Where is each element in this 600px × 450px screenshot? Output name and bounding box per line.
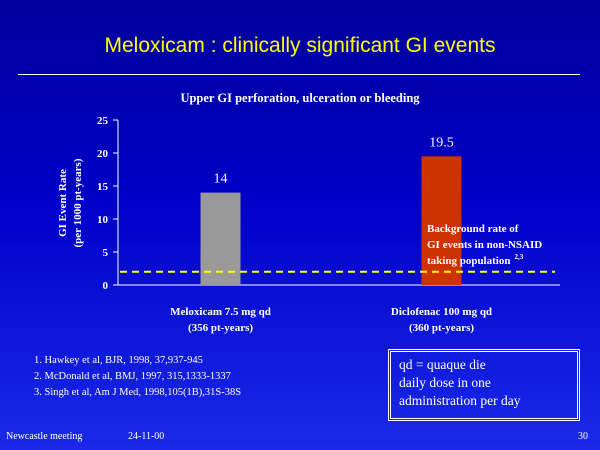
title-divider (18, 74, 580, 75)
y-tick-label: 20 (97, 148, 109, 160)
note-line1: qd = quaque die (399, 357, 486, 372)
page-number: 30 (578, 431, 588, 442)
y-tick-label: 10 (97, 214, 109, 226)
y-axis-label-line2: (per 1000 pt-years) (72, 158, 84, 247)
x-category-label: Diclofenac 100 mg qd (391, 306, 492, 318)
y-tick-label: 15 (97, 181, 109, 193)
qd-definition-box: qd = quaque die daily dose in one admini… (388, 349, 580, 421)
background-label-superscript: 2,3 (514, 253, 523, 261)
reference-item: 1. Hawkey et al, BJR, 1998, 37,937-945 (34, 355, 203, 366)
reference-item: 2. McDonald et al, BMJ, 1997, 315,1333-1… (34, 371, 231, 382)
x-category-label: Meloxicam 7.5 mg qd (170, 306, 271, 318)
reference-item: 3. Singh et al, Am J Med, 1998,105(1B),3… (34, 387, 242, 398)
bar-value-label: 14 (214, 172, 228, 187)
y-tick-label: 5 (103, 247, 109, 259)
y-axis-label-line1: GI Event Rate (57, 169, 69, 237)
bar-chart: Upper GI perforation, ulceration or blee… (57, 91, 555, 334)
footer-meeting: Newcastle meeting (6, 431, 83, 442)
slide-title: Meloxicam : clinically significant GI ev… (104, 34, 496, 57)
background-label-line3: taking population (427, 255, 510, 267)
chart-title: Upper GI perforation, ulceration or blee… (180, 91, 420, 105)
bar-value-label: 19.5 (429, 135, 454, 150)
background-label-line1: Background rate of (427, 223, 519, 235)
note-line2: daily dose in one (399, 375, 491, 390)
bar (421, 156, 462, 285)
y-tick-label: 0 (103, 280, 109, 292)
bar (200, 192, 241, 285)
y-tick-label: 25 (97, 115, 109, 127)
background-rate-label: Background rate of GI events in non-NSAI… (427, 223, 542, 267)
x-category-sublabel: (356 pt-years) (188, 322, 253, 334)
background-label-line2: GI events in non-NSAID (427, 239, 542, 251)
footer-date: 24-11-00 (128, 431, 165, 442)
note-line3: administration per day (399, 393, 521, 408)
references-list: 1. Hawkey et al, BJR, 1998, 37,937-945 2… (34, 353, 241, 401)
x-category-sublabel: (360 pt-years) (409, 322, 474, 334)
